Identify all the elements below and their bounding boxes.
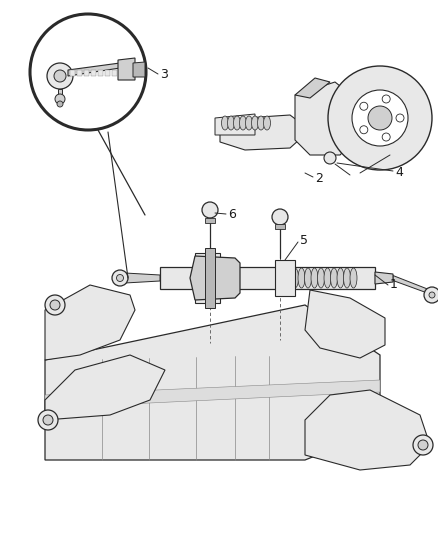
Circle shape [202,202,218,218]
Ellipse shape [311,268,318,288]
Polygon shape [393,276,430,294]
Circle shape [55,94,65,104]
Ellipse shape [350,268,357,288]
Polygon shape [295,78,330,98]
Ellipse shape [304,268,311,288]
Circle shape [413,435,433,455]
Text: 6: 6 [228,208,236,222]
Circle shape [352,90,408,146]
Circle shape [328,66,432,170]
Polygon shape [84,70,89,76]
Polygon shape [275,260,295,296]
Circle shape [45,295,65,315]
Polygon shape [275,224,285,229]
Polygon shape [205,218,215,223]
Polygon shape [195,253,220,303]
Circle shape [30,14,146,130]
Ellipse shape [251,116,258,130]
Ellipse shape [246,116,252,130]
Polygon shape [125,273,160,283]
Circle shape [50,300,60,310]
Text: 5: 5 [300,233,308,246]
Circle shape [382,95,390,103]
Ellipse shape [318,268,325,288]
Text: 2: 2 [315,172,323,184]
Ellipse shape [337,268,344,288]
Circle shape [396,114,404,122]
Circle shape [360,102,368,110]
Polygon shape [220,115,310,150]
Polygon shape [45,380,380,408]
Circle shape [117,274,124,281]
Circle shape [429,292,435,298]
Circle shape [382,133,390,141]
Text: 3: 3 [160,69,168,82]
Circle shape [324,152,336,164]
Polygon shape [375,272,393,284]
Polygon shape [45,305,380,460]
Text: 4: 4 [395,166,403,179]
Circle shape [272,209,288,225]
Polygon shape [77,70,82,76]
Polygon shape [305,290,385,358]
Polygon shape [205,248,215,308]
Circle shape [368,106,392,130]
Polygon shape [160,267,375,289]
Circle shape [54,70,66,82]
Ellipse shape [298,268,305,288]
Ellipse shape [331,268,338,288]
Polygon shape [91,70,96,76]
Polygon shape [45,285,135,360]
Polygon shape [98,70,103,76]
Circle shape [424,287,438,303]
Ellipse shape [258,116,265,130]
Circle shape [418,440,428,450]
Ellipse shape [222,116,229,130]
Circle shape [38,410,58,430]
Ellipse shape [324,268,331,288]
Circle shape [47,63,73,89]
Ellipse shape [227,116,234,130]
Circle shape [43,415,53,425]
Text: 1: 1 [390,279,398,292]
Polygon shape [133,62,145,77]
Polygon shape [45,355,165,420]
Polygon shape [118,58,135,80]
Polygon shape [295,82,360,155]
Polygon shape [105,70,110,76]
Ellipse shape [292,268,299,288]
Polygon shape [58,89,62,98]
Polygon shape [190,256,240,300]
Polygon shape [112,70,117,76]
Polygon shape [68,63,120,76]
Ellipse shape [233,116,240,130]
Polygon shape [215,114,255,135]
Polygon shape [305,390,430,470]
Circle shape [112,270,128,286]
Circle shape [360,126,368,134]
Circle shape [57,101,63,107]
Ellipse shape [343,268,350,288]
Ellipse shape [264,116,271,130]
Ellipse shape [240,116,247,130]
Polygon shape [70,70,75,76]
